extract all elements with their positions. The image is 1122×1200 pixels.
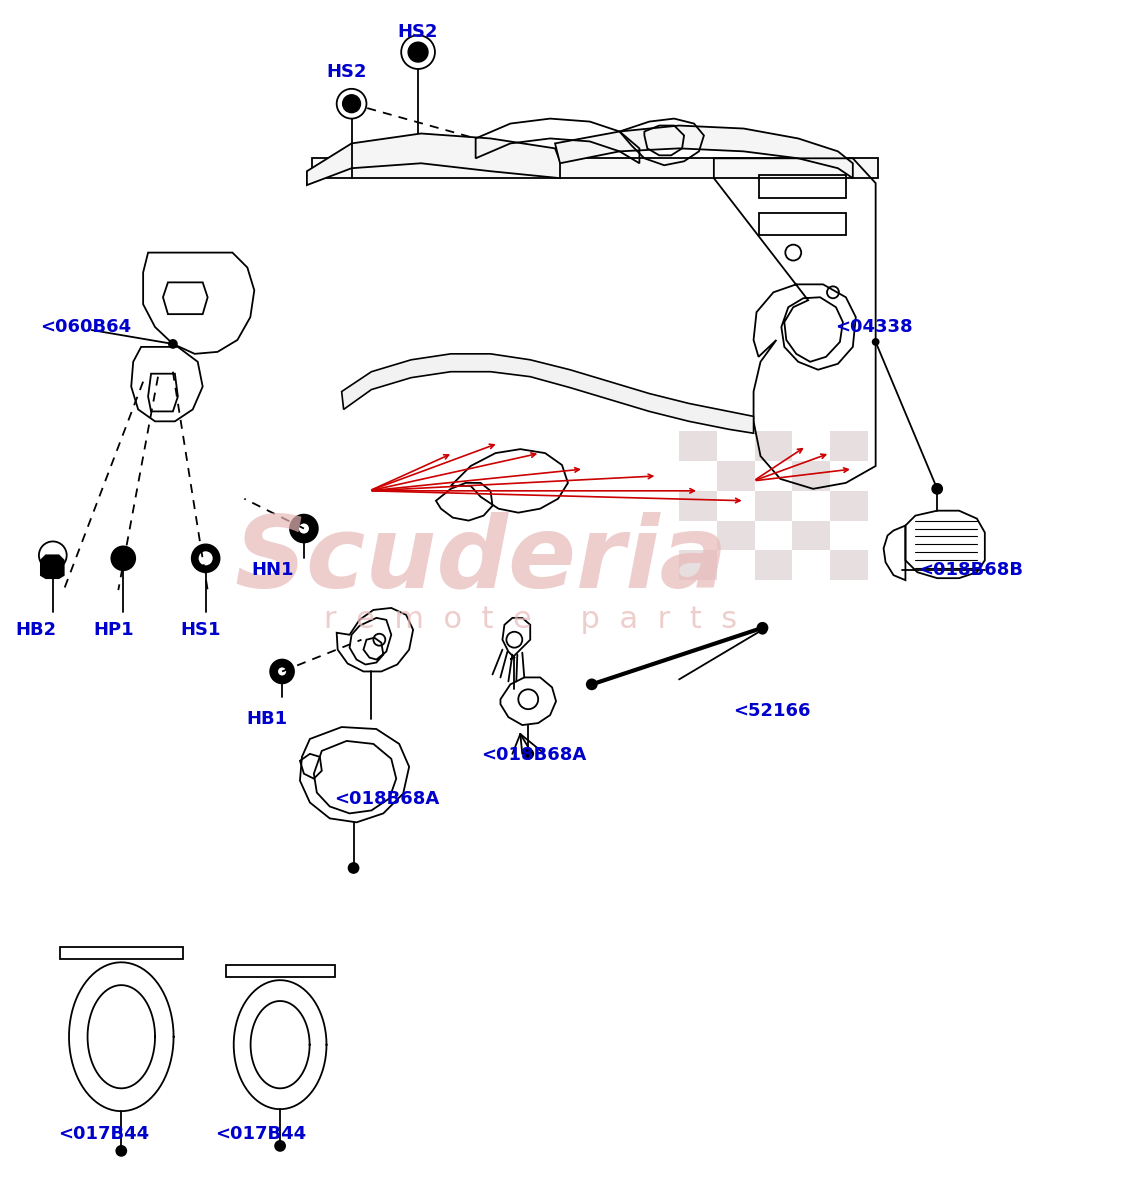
Circle shape <box>117 1146 127 1156</box>
Circle shape <box>197 551 213 566</box>
Text: r  e  m  o  t  e     p  a  r  t  s: r e m o t e p a r t s <box>323 605 737 635</box>
Bar <box>830 491 867 521</box>
Text: <018B68B: <018B68B <box>919 562 1023 580</box>
Polygon shape <box>312 158 877 178</box>
Circle shape <box>349 863 359 872</box>
Bar <box>679 551 717 580</box>
Bar <box>792 521 830 551</box>
Circle shape <box>298 522 310 534</box>
Bar <box>755 431 792 461</box>
Circle shape <box>934 485 941 493</box>
Text: <060B64: <060B64 <box>40 318 131 336</box>
Circle shape <box>873 338 879 344</box>
Text: <017B44: <017B44 <box>58 1126 149 1144</box>
Text: <04338: <04338 <box>835 318 912 336</box>
Circle shape <box>523 749 533 758</box>
Text: Scuderia: Scuderia <box>234 511 727 608</box>
Circle shape <box>932 484 942 493</box>
Text: HS1: HS1 <box>181 620 221 638</box>
Text: HB2: HB2 <box>16 620 56 638</box>
Text: HS2: HS2 <box>398 23 439 41</box>
Text: HS2: HS2 <box>327 62 367 80</box>
Polygon shape <box>341 354 754 433</box>
Text: HP1: HP1 <box>93 620 134 638</box>
Text: <52166: <52166 <box>733 702 810 720</box>
Text: HN1: HN1 <box>251 562 294 580</box>
Text: <018B68A: <018B68A <box>333 790 439 808</box>
Text: HB1: HB1 <box>247 710 287 728</box>
Polygon shape <box>40 556 64 578</box>
Text: <017B44: <017B44 <box>214 1126 306 1144</box>
Bar <box>755 491 792 521</box>
Polygon shape <box>307 133 560 185</box>
Circle shape <box>277 666 287 677</box>
Circle shape <box>342 95 360 113</box>
Circle shape <box>587 679 597 689</box>
Circle shape <box>289 515 318 542</box>
Bar <box>792 461 830 491</box>
Bar <box>830 431 867 461</box>
Bar <box>830 551 867 580</box>
Polygon shape <box>555 126 853 178</box>
Bar <box>717 521 755 551</box>
Text: <018B68A: <018B68A <box>481 746 587 764</box>
Circle shape <box>192 545 220 572</box>
Circle shape <box>758 626 766 634</box>
Bar <box>679 491 717 521</box>
Circle shape <box>275 1141 285 1151</box>
Circle shape <box>169 340 177 348</box>
Bar <box>679 431 717 461</box>
Circle shape <box>757 623 767 632</box>
Circle shape <box>111 546 135 570</box>
Circle shape <box>408 42 427 62</box>
Bar <box>717 461 755 491</box>
Circle shape <box>270 660 294 683</box>
Bar <box>755 551 792 580</box>
